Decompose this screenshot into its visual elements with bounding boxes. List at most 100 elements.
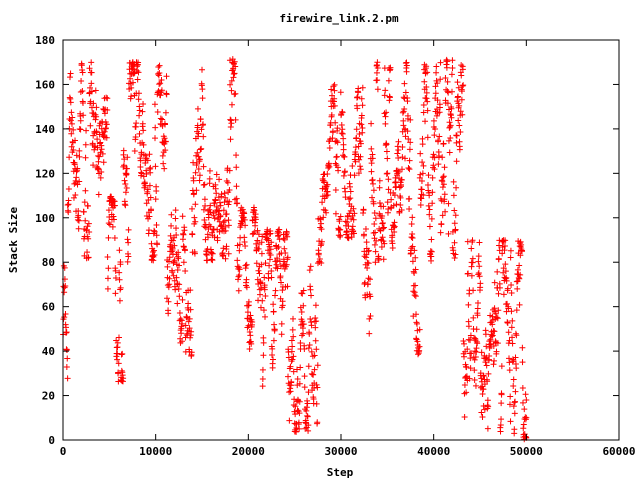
data-point	[447, 135, 454, 142]
data-point	[424, 107, 431, 114]
data-point	[137, 164, 144, 171]
data-point	[180, 231, 187, 238]
data-point	[88, 59, 95, 66]
data-point	[394, 170, 401, 177]
data-point	[193, 187, 200, 194]
data-point	[382, 87, 389, 94]
data-point	[439, 212, 446, 219]
data-point	[372, 215, 379, 222]
data-point	[453, 184, 460, 191]
data-point	[296, 425, 303, 432]
data-point	[77, 126, 84, 133]
data-point	[520, 425, 527, 432]
data-point	[187, 287, 194, 294]
data-point	[112, 275, 119, 282]
data-point	[114, 339, 121, 346]
data-point	[140, 127, 147, 134]
data-point	[190, 190, 197, 197]
data-point	[403, 68, 410, 75]
data-point	[125, 226, 132, 233]
data-point	[207, 202, 214, 209]
data-point	[458, 88, 465, 95]
data-point	[458, 96, 465, 103]
data-point	[517, 271, 524, 278]
data-point	[121, 162, 128, 169]
data-point	[207, 209, 214, 216]
data-point	[68, 109, 75, 116]
data-point	[213, 171, 220, 178]
data-point	[84, 202, 91, 209]
data-point	[326, 163, 333, 170]
data-point	[123, 171, 130, 178]
data-point	[337, 226, 344, 233]
data-point	[292, 411, 299, 418]
data-point	[164, 263, 171, 270]
x-axis-label: Step	[327, 466, 354, 479]
data-point	[162, 109, 169, 116]
data-point	[169, 269, 176, 276]
data-point	[143, 170, 150, 177]
data-point	[222, 194, 229, 201]
data-point	[426, 211, 433, 218]
data-point	[406, 146, 413, 153]
data-point	[195, 130, 202, 137]
data-point	[357, 140, 364, 147]
data-point	[147, 194, 154, 201]
data-point	[496, 242, 503, 249]
data-point	[406, 157, 413, 164]
data-point	[470, 314, 477, 321]
data-point	[284, 233, 291, 240]
data-point	[512, 398, 519, 405]
data-point	[376, 177, 383, 184]
data-point	[267, 246, 274, 253]
data-point	[493, 314, 500, 321]
y-axis: 0 20 40 60 80 100 120 140 160 180	[35, 34, 619, 447]
data-point	[498, 363, 505, 370]
data-point	[74, 165, 81, 172]
data-point	[201, 217, 208, 224]
data-point	[62, 311, 69, 318]
data-point	[204, 207, 211, 214]
data-point	[116, 297, 123, 304]
data-point	[231, 70, 238, 77]
data-point	[358, 112, 365, 119]
data-point	[437, 59, 444, 66]
data-point	[510, 376, 517, 383]
data-point	[442, 208, 449, 215]
data-point	[363, 251, 370, 258]
data-point	[346, 183, 353, 190]
data-point	[367, 293, 374, 300]
data-point	[279, 287, 286, 294]
data-point	[480, 372, 487, 379]
data-point	[123, 185, 130, 192]
data-point	[505, 329, 512, 336]
data-point	[87, 122, 94, 129]
data-point	[395, 168, 402, 175]
data-point	[471, 376, 478, 383]
data-point	[491, 279, 498, 286]
data-point	[475, 253, 482, 260]
data-point	[363, 239, 370, 246]
data-point	[234, 200, 241, 207]
data-point	[459, 66, 466, 73]
data-point	[351, 172, 358, 179]
data-point	[153, 188, 160, 195]
data-point	[450, 192, 457, 199]
data-point	[117, 284, 124, 291]
data-point	[380, 225, 387, 232]
data-point	[432, 83, 439, 90]
data-point	[244, 309, 251, 316]
data-point	[173, 274, 180, 281]
data-point	[473, 345, 480, 352]
data-point	[467, 365, 474, 372]
data-point	[350, 205, 357, 212]
data-point	[227, 136, 234, 143]
data-point	[192, 201, 199, 208]
data-point	[111, 234, 118, 241]
data-point	[314, 384, 321, 391]
data-point	[221, 190, 228, 197]
data-point	[383, 109, 390, 116]
data-point	[64, 346, 71, 353]
data-point	[334, 139, 341, 146]
data-point	[179, 338, 185, 345]
